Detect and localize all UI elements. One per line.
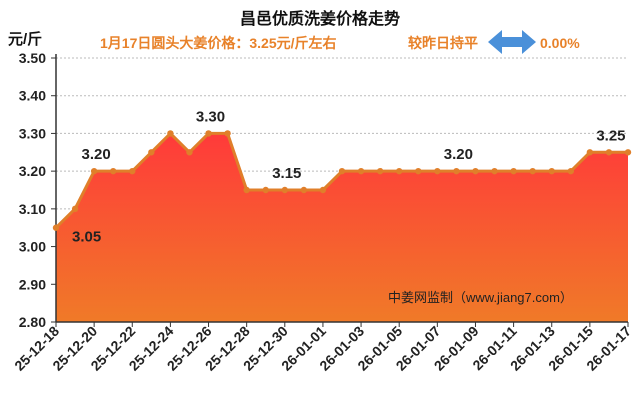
data-point (357, 167, 365, 175)
data-point (110, 167, 117, 175)
data-point (396, 167, 403, 175)
data-point (453, 167, 460, 175)
compare-label: 较昨日持平 (408, 35, 478, 51)
y-tick-label: 3.30 (19, 125, 46, 141)
y-tick-label: 3.00 (19, 239, 46, 255)
y-tick-label: 2.90 (19, 276, 46, 292)
data-label: 3.20 (444, 146, 473, 163)
data-label: 3.30 (196, 108, 225, 125)
y-axis-unit: 元/斤 (8, 31, 42, 48)
data-point (376, 167, 384, 175)
compare-value: 0.00% (540, 35, 580, 51)
y-tick-label: 3.40 (19, 88, 46, 104)
area-fill-path (56, 133, 628, 322)
data-point (262, 186, 269, 194)
data-point (472, 167, 479, 175)
data-point (52, 224, 60, 231)
data-point (624, 149, 632, 156)
data-label: 3.20 (82, 146, 111, 163)
data-point (90, 167, 98, 175)
axes (55, 54, 628, 323)
data-label: 3.15 (272, 165, 301, 182)
y-tick-label: 3.10 (19, 201, 46, 217)
data-point (300, 186, 308, 194)
data-point (243, 186, 250, 194)
data-point (205, 130, 212, 137)
price-info-text: 1月17日圆头大姜价格：3.25元/斤左右 (100, 35, 337, 51)
watermark: 中姜网监制（www.jiang7.com） (388, 290, 573, 305)
data-point (224, 130, 231, 137)
data-point (186, 149, 193, 156)
data-point (148, 149, 155, 156)
data-point (567, 167, 574, 175)
data-point (319, 186, 327, 194)
data-point (510, 167, 517, 175)
data-points (52, 130, 632, 231)
data-point (129, 167, 136, 175)
chart-title: 昌邑优质洗姜价格走势 (240, 9, 400, 28)
data-point (71, 205, 79, 213)
data-label: 3.25 (596, 127, 625, 144)
x-tick-labels: 25-12-1825-12-2025-12-2225-12-2425-12-26… (11, 322, 634, 374)
data-point (586, 149, 594, 156)
data-point (548, 167, 555, 175)
data-point (167, 130, 174, 137)
data-point (281, 186, 288, 194)
double-arrow-icon (488, 30, 536, 54)
y-tick-label: 3.20 (19, 163, 46, 179)
y-tick-label: 2.80 (19, 314, 46, 330)
y-tick-label: 3.50 (19, 50, 46, 66)
data-point (491, 167, 498, 175)
data-point (415, 167, 422, 175)
y-tick-labels: 3.50 3.40 3.30 3.20 3.10 3.00 2.90 2.80 (19, 50, 46, 330)
data-point (338, 167, 346, 175)
data-labels: 3.05 3.20 3.30 3.15 3.20 3.25 (72, 108, 626, 245)
data-point (434, 167, 441, 175)
area-fill (56, 133, 628, 322)
data-point (605, 149, 613, 156)
data-label: 3.05 (72, 229, 101, 246)
data-point (529, 167, 536, 175)
